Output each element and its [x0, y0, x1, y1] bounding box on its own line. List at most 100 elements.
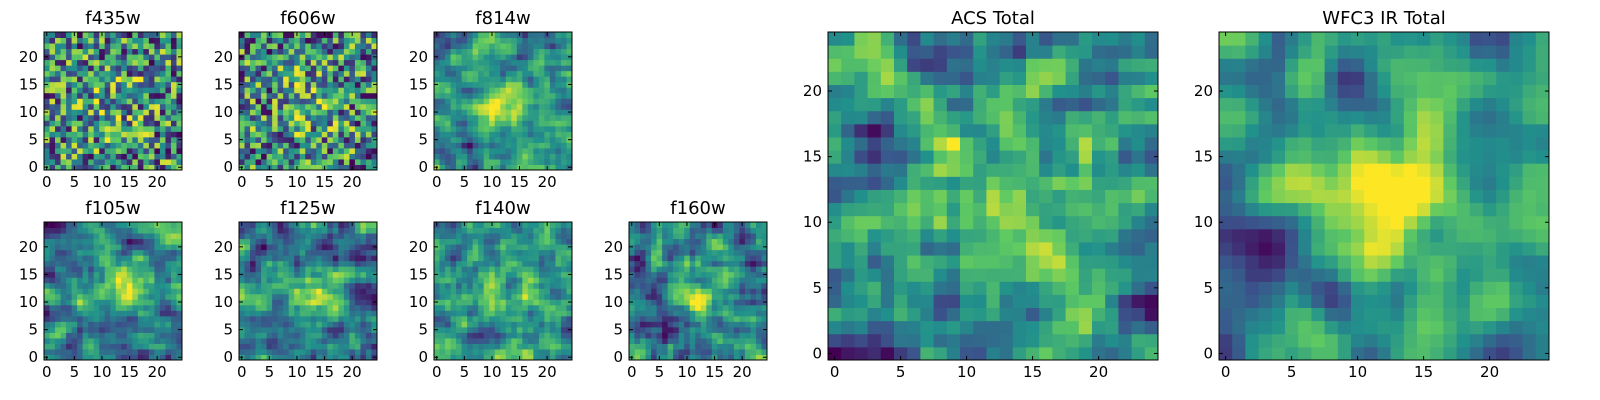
heatmap-cell [483, 255, 490, 262]
y-tick-label: 10 [19, 293, 38, 311]
x-tick-label: 0 [627, 363, 637, 381]
heatmap-cell [750, 282, 757, 289]
heatmap-cell [489, 315, 496, 322]
heatmap-cell [880, 255, 895, 269]
heatmap-cell [527, 271, 534, 278]
heatmap-cell [154, 332, 161, 339]
heatmap-cell [533, 131, 540, 138]
heatmap-cell [261, 164, 268, 171]
heatmap-cell [365, 103, 372, 110]
heatmap-cell [332, 315, 339, 322]
heatmap-cell [343, 48, 350, 55]
heatmap-cell [527, 255, 534, 262]
heatmap-cell [722, 271, 729, 278]
heatmap-cell [667, 354, 674, 361]
heatmap-cell [126, 227, 133, 234]
heatmap-cell [272, 142, 279, 149]
heatmap-cell [159, 43, 166, 50]
heatmap-cell [527, 153, 534, 160]
heatmap-cell [148, 32, 155, 39]
heatmap-cell [667, 255, 674, 262]
heatmap-cell [126, 114, 133, 121]
heatmap-cell [121, 120, 128, 127]
heatmap-cell [305, 326, 312, 333]
heatmap-cell [299, 266, 306, 273]
heatmap-cell [750, 337, 757, 344]
heatmap-cell [82, 120, 89, 127]
heatmap-cell [132, 288, 139, 295]
heatmap-cell [154, 48, 161, 55]
heatmap-cell [365, 271, 372, 278]
heatmap-cell [126, 65, 133, 72]
heatmap-cell [99, 271, 106, 278]
heatmap-cell [316, 131, 323, 138]
heatmap-cell [255, 299, 262, 306]
heatmap-cell [132, 321, 139, 328]
heatmap-cell [343, 315, 350, 322]
heatmap-cell [667, 282, 674, 289]
heatmap-cell [500, 299, 507, 306]
heatmap-cell [527, 299, 534, 306]
heatmap-cell [294, 304, 301, 311]
heatmap-cell [651, 244, 658, 251]
heatmap-cell [472, 299, 479, 306]
heatmap-cell [327, 142, 334, 149]
heatmap-cell [316, 114, 323, 121]
heatmap-cell [261, 244, 268, 251]
x-tick-label: 5 [265, 363, 275, 381]
heatmap-cell [343, 59, 350, 66]
heatmap-cell [360, 114, 367, 121]
heatmap-cell [310, 332, 317, 339]
heatmap-cell [66, 354, 73, 361]
heatmap-cell [88, 249, 95, 256]
heatmap-cell [71, 249, 78, 256]
heatmap-cell [165, 136, 172, 143]
heatmap-cell [170, 288, 177, 295]
heatmap-cell [44, 92, 51, 99]
heatmap-cell [272, 164, 279, 171]
heatmap-cell [566, 103, 573, 110]
heatmap-cell [494, 244, 501, 251]
heatmap-cell [544, 65, 551, 72]
heatmap-cell [527, 310, 534, 317]
heatmap-cell [555, 260, 562, 267]
heatmap-cell [77, 299, 84, 306]
heatmap-cell [244, 222, 251, 229]
heatmap-cell [272, 37, 279, 44]
heatmap-cell [170, 348, 177, 355]
heatmap-cell [104, 70, 111, 77]
heatmap-cell [49, 249, 56, 256]
heatmap-cell [294, 136, 301, 143]
heatmap-cell [250, 260, 257, 267]
heatmap-cell [750, 271, 757, 278]
heatmap-cell [456, 120, 463, 127]
heatmap-cell [700, 343, 707, 350]
heatmap-cell [516, 120, 523, 127]
heatmap-cell [505, 233, 512, 240]
heatmap-cell [467, 249, 474, 256]
heatmap-cell [244, 354, 251, 361]
heatmap-cell [500, 98, 507, 105]
heatmap-cell [170, 65, 177, 72]
heatmap-cell [1144, 176, 1159, 190]
heatmap-cell [711, 326, 718, 333]
heatmap-cell [544, 81, 551, 88]
heatmap-cell [478, 315, 485, 322]
heatmap-cell [629, 238, 636, 245]
heatmap-cell [244, 43, 251, 50]
heatmap-cell [49, 227, 56, 234]
heatmap-cell [880, 320, 895, 335]
heatmap-cell [711, 315, 718, 322]
heatmap-cell [973, 241, 987, 256]
heatmap-cell [1105, 189, 1119, 204]
heatmap-cell [645, 332, 652, 339]
x-tick-label: 5 [655, 363, 665, 381]
heatmap-cell [310, 238, 317, 245]
heatmap-cell [684, 299, 691, 306]
heatmap-cell [104, 32, 111, 39]
heatmap-cell [93, 293, 100, 300]
heatmap-cell [88, 147, 95, 154]
heatmap-cell [500, 109, 507, 116]
heatmap-cell [354, 332, 361, 339]
